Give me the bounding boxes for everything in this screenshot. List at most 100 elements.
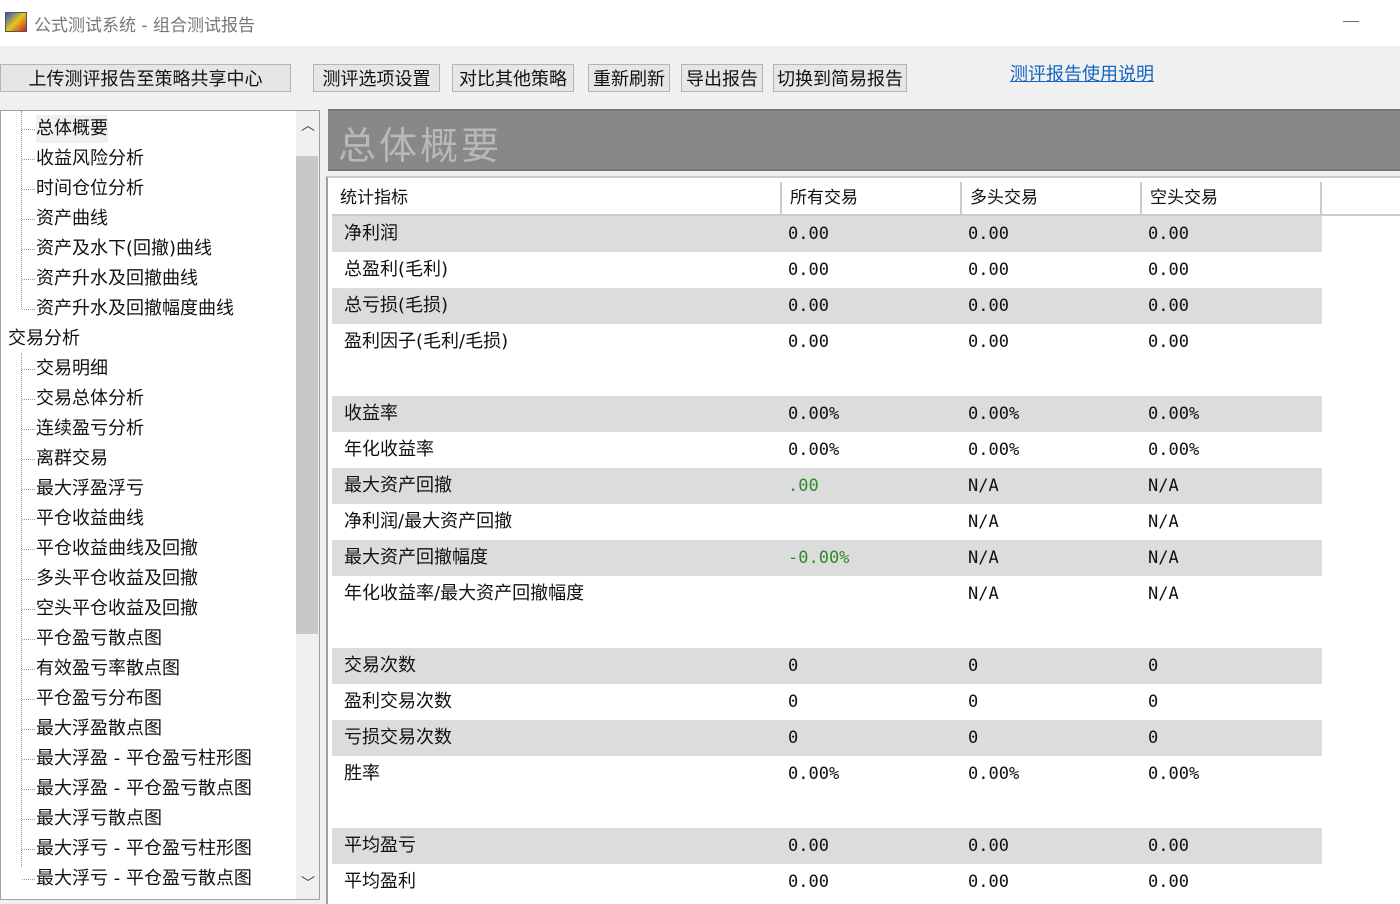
- tree-item[interactable]: 平仓收益曲线及回撤: [36, 538, 198, 559]
- refresh-button[interactable]: 重新刷新: [588, 64, 670, 92]
- spacer-row: [332, 360, 1322, 396]
- cell-all: 0.00: [788, 296, 829, 316]
- table-row: 最大资产回撤 .00 N/A N/A: [332, 468, 1322, 504]
- tree-item[interactable]: 最大浮亏 - 平仓盈亏散点图: [36, 868, 252, 889]
- tree-connector: [22, 519, 35, 520]
- tree-connector: [22, 159, 35, 160]
- tree-item[interactable]: 资产及水下(回撤)曲线: [36, 238, 213, 259]
- column-header[interactable]: 空头交易: [1142, 182, 1322, 214]
- scroll-thumb[interactable]: [296, 156, 318, 634]
- cell-short: N/A: [1148, 512, 1179, 532]
- cell-long: N/A: [968, 476, 999, 496]
- column-header[interactable]: 所有交易: [782, 182, 962, 214]
- tree-item[interactable]: 交易分析: [8, 328, 80, 349]
- tree-item[interactable]: 资产曲线: [36, 208, 108, 229]
- tree-item[interactable]: 交易总体分析: [36, 388, 144, 409]
- cell-short: 0.00: [1148, 224, 1189, 244]
- tree-scrollbar[interactable]: ︿ ﹀: [296, 111, 319, 899]
- options-button[interactable]: 测评选项设置: [313, 64, 440, 92]
- tree-connector: [22, 789, 35, 790]
- cell-long: 0.00%: [968, 404, 1020, 424]
- minimize-button[interactable]: [1343, 21, 1359, 22]
- cell-all: 0.00: [788, 836, 829, 856]
- cell-all: 0: [788, 728, 799, 748]
- cell-long: 0: [968, 692, 979, 712]
- tree-item[interactable]: 交易明细: [36, 358, 108, 379]
- cell-long: 0.00: [968, 296, 1009, 316]
- row-label: 平均盈亏: [344, 835, 416, 856]
- cell-long: N/A: [968, 548, 999, 568]
- cell-short: 0: [1148, 692, 1159, 712]
- cell-long: 0.00: [968, 260, 1009, 280]
- tree-item[interactable]: 资产升水及回撤幅度曲线: [36, 298, 234, 319]
- scroll-down-icon[interactable]: ﹀: [301, 876, 315, 892]
- cell-all: 0: [788, 656, 799, 676]
- tree-connector: [22, 609, 35, 610]
- tree-item[interactable]: 平仓收益曲线: [36, 508, 144, 529]
- compare-button[interactable]: 对比其他策略: [452, 64, 574, 92]
- tree-item[interactable]: 资产升水及回撤曲线: [36, 268, 198, 289]
- column-header[interactable]: 统计指标: [332, 182, 782, 214]
- cell-all: 0.00%: [788, 764, 840, 784]
- column-header[interactable]: 多头交易: [962, 182, 1142, 214]
- row-label: 净利润/最大资产回撤: [344, 511, 513, 532]
- tree-item[interactable]: 连续盈亏分析: [36, 418, 144, 439]
- cell-all: 0.00: [788, 224, 829, 244]
- tree-item[interactable]: 最大浮盈 - 平仓盈亏柱形图: [36, 748, 252, 769]
- tree-item[interactable]: 时间仓位分析: [36, 178, 144, 199]
- tree-connector: [22, 459, 35, 460]
- tree-connector: [22, 309, 35, 310]
- scroll-up-icon[interactable]: ︿: [301, 118, 315, 134]
- tree-connector: [22, 849, 35, 850]
- tree-item[interactable]: 离群交易: [36, 448, 108, 469]
- row-label: 盈利交易次数: [344, 691, 452, 712]
- section-title: 总体概要: [338, 124, 503, 168]
- export-button[interactable]: 导出报告: [681, 64, 763, 92]
- cell-long: 0.00%: [968, 440, 1020, 460]
- tree-item[interactable]: 最大浮亏散点图: [36, 808, 162, 829]
- upload-report-button[interactable]: 上传测评报告至策略共享中心: [0, 64, 291, 92]
- tree-item[interactable]: 最大浮盈 - 平仓盈亏散点图: [36, 778, 252, 799]
- cell-short: N/A: [1148, 548, 1179, 568]
- table-row: 平均盈亏 0.00 0.00 0.00: [332, 828, 1322, 864]
- tree-connector: [22, 819, 35, 820]
- row-label: 胜率: [344, 763, 380, 784]
- tree-item[interactable]: 收益风险分析: [36, 148, 144, 169]
- table-row: 亏损交易次数 0 0 0: [332, 720, 1322, 756]
- cell-all: 0.00%: [788, 440, 840, 460]
- spacer-row: [332, 792, 1322, 828]
- tree-item[interactable]: 最大浮亏 - 平仓盈亏柱形图: [36, 838, 252, 859]
- tree-item[interactable]: 最大浮盈散点图: [36, 718, 162, 739]
- cell-long: 0: [968, 656, 979, 676]
- tree-item[interactable]: 总体概要: [36, 115, 108, 143]
- tree-connector: [22, 279, 35, 280]
- tree-item[interactable]: 有效盈亏率散点图: [36, 658, 180, 679]
- tree-connector: [21, 353, 22, 867]
- help-link[interactable]: 测评报告使用说明: [1010, 64, 1154, 85]
- tree-connector: [22, 639, 35, 640]
- tree-connector: [22, 729, 35, 730]
- tree-item[interactable]: 最大浮盈浮亏: [36, 478, 144, 499]
- tree-connector: [22, 219, 35, 220]
- row-label: 最大资产回撤幅度: [344, 547, 488, 568]
- table-body: 净利润 0.00 0.00 0.00 总盈利(毛利) 0.00 0.00 0.00 总亏损(毛损…: [332, 216, 1322, 900]
- switch-simple-report-button[interactable]: 切换到简易报告: [773, 64, 907, 92]
- tree-item[interactable]: 平仓盈亏分布图: [36, 688, 162, 709]
- row-label: 平均盈利: [344, 871, 416, 892]
- table-row: 总亏损(毛损) 0.00 0.00 0.00: [332, 288, 1322, 324]
- table-row: 盈利交易次数 0 0 0: [332, 684, 1322, 720]
- cell-long: N/A: [968, 512, 999, 532]
- table-row: 净利润 0.00 0.00 0.00: [332, 216, 1322, 252]
- tree-item[interactable]: 空头平仓收益及回撤: [36, 598, 198, 619]
- tree-item[interactable]: 多头平仓收益及回撤: [36, 568, 198, 589]
- cell-short: 0: [1148, 656, 1159, 676]
- tree-connector: [22, 189, 35, 190]
- tree-connector: [22, 879, 35, 880]
- cell-all: 0: [788, 692, 799, 712]
- cell-long: 0.00: [968, 332, 1009, 352]
- tree-connector: [22, 699, 35, 700]
- tree-item[interactable]: 平仓盈亏散点图: [36, 628, 162, 649]
- cell-all: 0.00: [788, 260, 829, 280]
- tree-connector: [22, 369, 35, 370]
- window-title: 公式测试系统 - 组合测试报告: [34, 16, 255, 36]
